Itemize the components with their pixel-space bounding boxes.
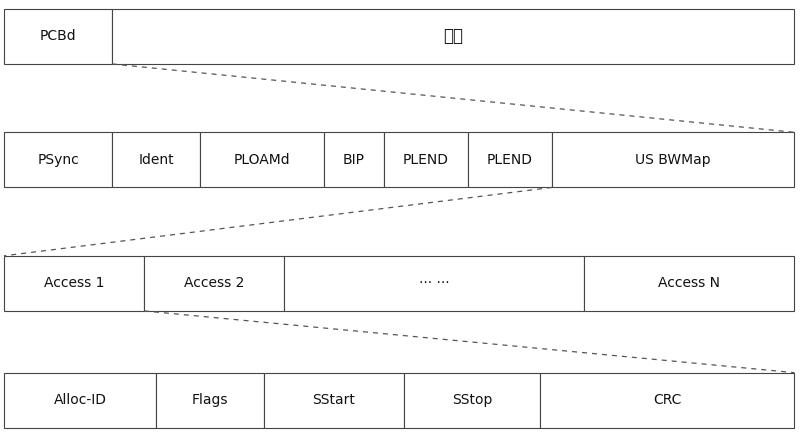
- Text: PLOAMd: PLOAMd: [234, 153, 290, 167]
- Bar: [404, 373, 540, 428]
- Text: Alloc-ID: Alloc-ID: [54, 393, 106, 407]
- Text: Access N: Access N: [658, 277, 720, 290]
- Bar: [144, 256, 284, 311]
- Bar: [552, 132, 794, 187]
- Bar: [324, 132, 384, 187]
- Text: PLEND: PLEND: [403, 153, 449, 167]
- Text: Access 1: Access 1: [44, 277, 104, 290]
- Bar: [468, 132, 552, 187]
- Bar: [4, 373, 156, 428]
- Text: PSync: PSync: [37, 153, 79, 167]
- Text: PLEND: PLEND: [487, 153, 533, 167]
- Text: CRC: CRC: [653, 393, 682, 407]
- Bar: [4, 256, 144, 311]
- Bar: [112, 9, 794, 64]
- Bar: [284, 256, 584, 311]
- Text: SStop: SStop: [452, 393, 492, 407]
- Bar: [264, 373, 404, 428]
- Text: ··· ···: ··· ···: [418, 277, 450, 290]
- Bar: [156, 373, 264, 428]
- Bar: [584, 256, 794, 311]
- Text: Flags: Flags: [192, 393, 228, 407]
- Bar: [384, 132, 468, 187]
- Text: BIP: BIP: [343, 153, 365, 167]
- Text: PCBd: PCBd: [40, 30, 76, 43]
- Bar: [112, 132, 200, 187]
- Text: 净荷: 净荷: [443, 27, 463, 45]
- Bar: [4, 132, 112, 187]
- Text: SStart: SStart: [313, 393, 355, 407]
- Text: Ident: Ident: [138, 153, 174, 167]
- Bar: [200, 132, 324, 187]
- Bar: [540, 373, 794, 428]
- Text: Access 2: Access 2: [184, 277, 244, 290]
- Bar: [4, 9, 112, 64]
- Text: US BWMap: US BWMap: [635, 153, 711, 167]
